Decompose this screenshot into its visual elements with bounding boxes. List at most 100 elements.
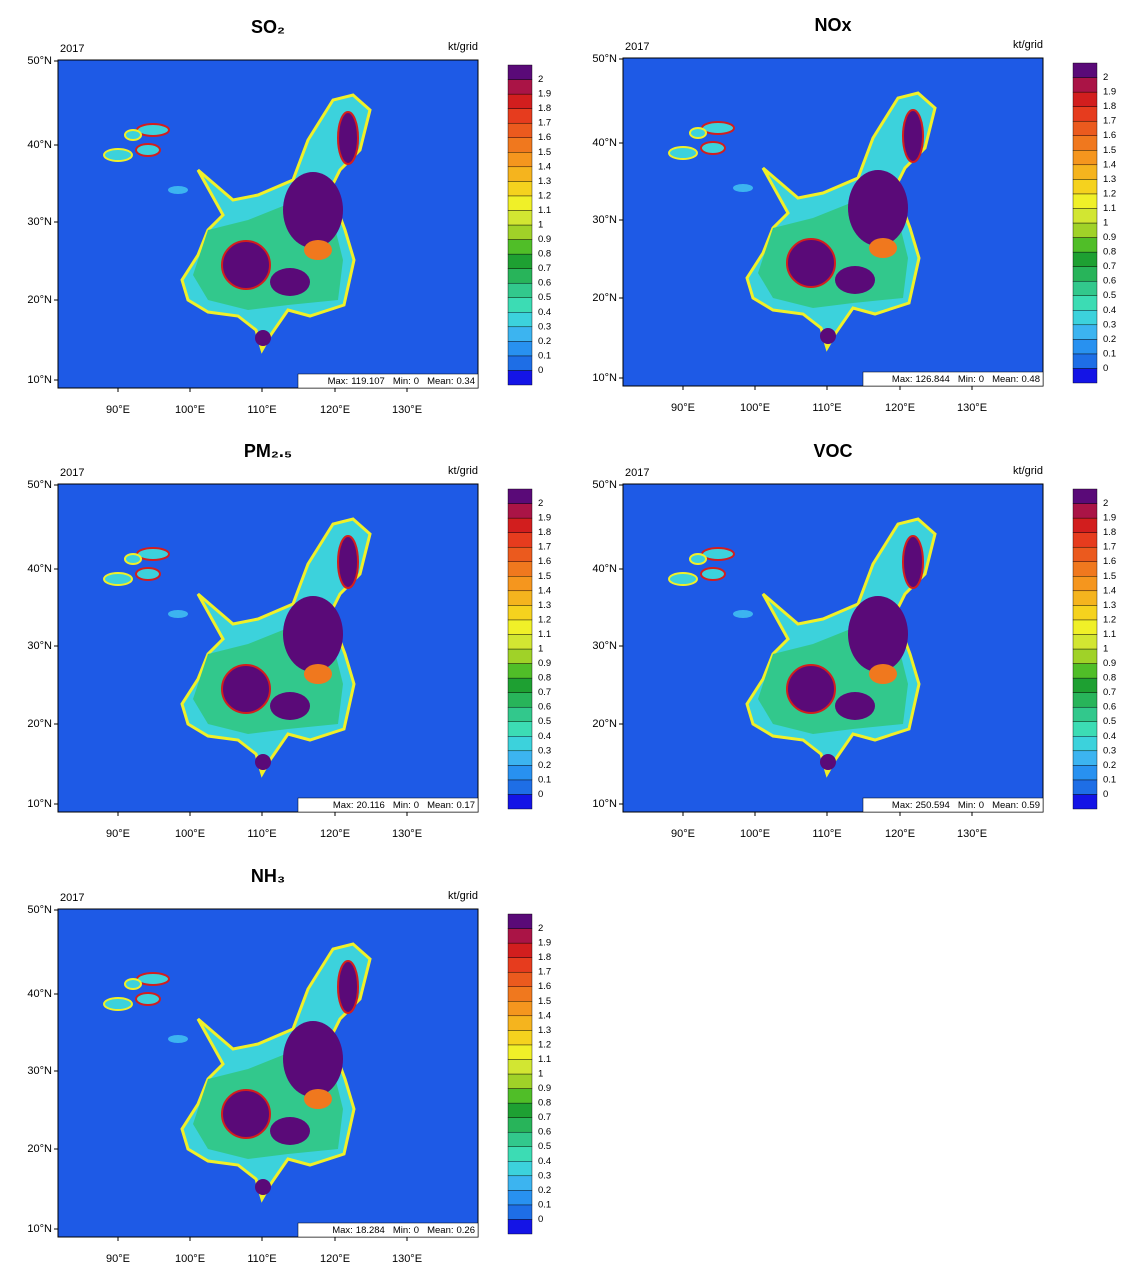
colorbar-label: 1 bbox=[538, 1069, 543, 1080]
stats-box bbox=[297, 797, 479, 813]
colorbar-swatch bbox=[1072, 663, 1098, 679]
colorbar-swatch bbox=[1072, 135, 1098, 151]
colorbar-label: 0.5 bbox=[538, 716, 551, 727]
colorbar-swatch bbox=[507, 239, 533, 255]
colorbar-swatch bbox=[1072, 794, 1098, 810]
lon-label: 90°E bbox=[106, 404, 130, 416]
colorbar-swatch bbox=[1072, 517, 1098, 533]
colorbar-swatch bbox=[507, 1117, 533, 1133]
colorbar-swatch bbox=[507, 765, 533, 781]
colorbar-swatch bbox=[507, 750, 533, 766]
colorbar-swatch bbox=[1072, 295, 1098, 311]
colorbar-swatch bbox=[507, 1015, 533, 1031]
year-label: 2017 bbox=[60, 43, 84, 55]
colorbar-label: 0.8 bbox=[1103, 673, 1116, 684]
lat-label: 20°N bbox=[592, 718, 617, 730]
colorbar-swatch bbox=[507, 195, 533, 211]
stats-box bbox=[297, 373, 479, 389]
colorbar-label: 0.5 bbox=[538, 1141, 551, 1152]
colorbar-label: 0.9 bbox=[538, 234, 551, 245]
colorbar-label: 0.4 bbox=[538, 307, 551, 318]
stat-label: Max: bbox=[892, 374, 913, 385]
lat-label: 20°N bbox=[27, 1143, 52, 1155]
colorbar-swatch bbox=[507, 1175, 533, 1191]
lat-label: 50°N bbox=[27, 55, 52, 67]
colorbar-label: 1.1 bbox=[538, 629, 551, 640]
unit-label: kt/grid bbox=[448, 890, 478, 902]
colorbar-label: 0.9 bbox=[538, 1083, 551, 1094]
colorbar-label: 0.3 bbox=[1103, 319, 1116, 330]
colorbar-swatch bbox=[507, 1146, 533, 1162]
colorbar-swatch bbox=[507, 268, 533, 284]
colorbar-label: 0.2 bbox=[538, 1185, 551, 1196]
colorbar-swatch bbox=[507, 605, 533, 621]
colorbar-label: 1.3 bbox=[1103, 174, 1116, 185]
colorbar-label: 1.5 bbox=[1103, 571, 1116, 582]
stat-value: 0 bbox=[979, 374, 984, 385]
colorbar-swatch bbox=[1072, 750, 1098, 766]
colorbar-label: 1.7 bbox=[1103, 116, 1116, 127]
lon-label: 120°E bbox=[320, 828, 350, 840]
lon-label: 110°E bbox=[812, 828, 841, 840]
colorbar-label: 1.7 bbox=[1103, 542, 1116, 553]
colorbar-label: 1.3 bbox=[538, 1025, 551, 1036]
stat-value: 250.594 bbox=[916, 800, 950, 811]
year-label: 2017 bbox=[625, 467, 649, 479]
colorbar-swatch bbox=[507, 663, 533, 679]
unit-label: kt/grid bbox=[448, 465, 478, 477]
colorbar-swatch bbox=[507, 942, 533, 958]
lat-label: 20°N bbox=[592, 292, 617, 304]
colorbar-label: 0.3 bbox=[1103, 745, 1116, 756]
panel-title: SO₂ bbox=[251, 17, 285, 37]
colorbar-swatch bbox=[507, 1190, 533, 1206]
colorbar-label: 1.7 bbox=[538, 967, 551, 978]
colorbar-label: 1.9 bbox=[1103, 513, 1116, 524]
colorbar-label: 0.5 bbox=[1103, 290, 1116, 301]
colorbar-swatch bbox=[1072, 106, 1098, 122]
lat-label: 30°N bbox=[27, 1065, 52, 1077]
stat-value: 0.17 bbox=[457, 800, 476, 811]
colorbar-label: 0.2 bbox=[1103, 760, 1116, 771]
colorbar-label: 2 bbox=[1103, 498, 1108, 509]
stats-text: Max: 18.284 Min: 0 Mean: 0.26 bbox=[332, 1225, 475, 1236]
colorbar-swatch bbox=[507, 736, 533, 752]
year-label: 2017 bbox=[60, 467, 84, 479]
lat-label: 30°N bbox=[27, 216, 52, 228]
colorbar-swatch bbox=[507, 79, 533, 95]
lat-label: 30°N bbox=[27, 640, 52, 652]
colorbar-swatch bbox=[507, 341, 533, 357]
colorbar-label: 1.5 bbox=[1103, 145, 1116, 156]
lon-label: 120°E bbox=[885, 828, 915, 840]
unit-label: kt/grid bbox=[1013, 465, 1043, 477]
lat-label: 50°N bbox=[27, 904, 52, 916]
stat-value: 0 bbox=[414, 1225, 419, 1236]
colorbar-label: 1.2 bbox=[538, 1039, 551, 1050]
colorbar-label: 0 bbox=[538, 789, 543, 800]
colorbar-swatch bbox=[507, 1073, 533, 1089]
colorbar-swatch bbox=[507, 181, 533, 197]
lat-label: 30°N bbox=[592, 640, 617, 652]
lat-label: 50°N bbox=[27, 479, 52, 491]
colorbar-swatch bbox=[1072, 561, 1098, 577]
colorbar-label: 0.3 bbox=[538, 745, 551, 756]
colorbar-label: 0.2 bbox=[538, 760, 551, 771]
colorbar-swatch bbox=[507, 488, 533, 504]
colorbar-swatch bbox=[507, 108, 533, 124]
colorbar-swatch bbox=[507, 210, 533, 226]
stat-label: Mean: bbox=[992, 800, 1018, 811]
colorbar-swatch bbox=[1072, 706, 1098, 722]
colorbar-swatch bbox=[507, 1001, 533, 1017]
colorbar-label: 2 bbox=[538, 923, 543, 934]
stat-value: 0.48 bbox=[1022, 374, 1041, 385]
lon-label: 100°E bbox=[740, 828, 770, 840]
colorbar-label: 2 bbox=[538, 74, 543, 85]
colorbar-swatch bbox=[1072, 546, 1098, 562]
colorbar-swatch bbox=[1072, 179, 1098, 195]
colorbar-label: 1.3 bbox=[538, 176, 551, 187]
lon-label: 100°E bbox=[740, 402, 770, 414]
colorbar-swatch bbox=[507, 253, 533, 269]
colorbar-swatch bbox=[507, 677, 533, 693]
stat-value: 0 bbox=[414, 800, 419, 811]
colorbar-swatch bbox=[507, 1059, 533, 1075]
